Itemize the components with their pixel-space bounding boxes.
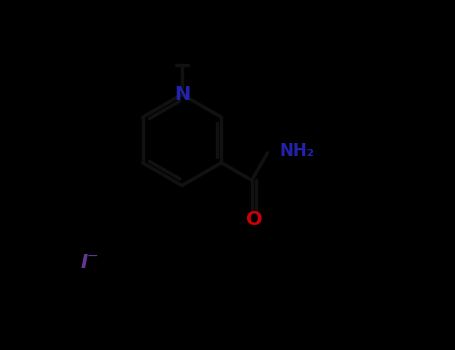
Text: I: I <box>81 253 88 272</box>
Text: N: N <box>174 85 190 104</box>
Text: −: − <box>87 249 99 263</box>
Text: O: O <box>246 210 262 229</box>
Text: NH₂: NH₂ <box>280 142 315 160</box>
